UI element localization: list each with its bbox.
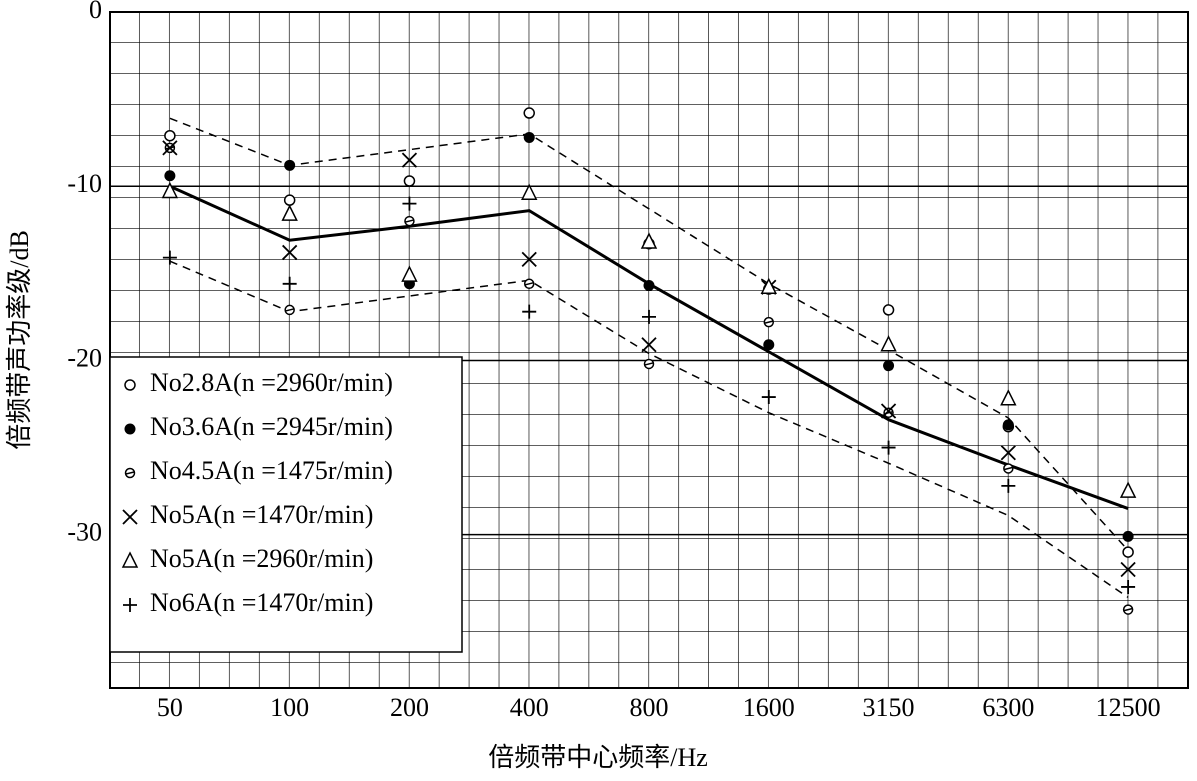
marker bbox=[883, 360, 895, 372]
legend-label: No5A(n =2960r/min) bbox=[150, 544, 373, 573]
plot-frame bbox=[109, 11, 1189, 689]
marker bbox=[1120, 561, 1136, 578]
x-tick-label: 200 bbox=[390, 693, 429, 722]
marker bbox=[124, 379, 136, 391]
marker bbox=[523, 107, 535, 119]
marker bbox=[763, 339, 775, 351]
marker bbox=[523, 278, 535, 290]
marker bbox=[1003, 463, 1014, 474]
marker bbox=[281, 204, 298, 221]
x-tick-label: 1600 bbox=[743, 693, 795, 722]
marker bbox=[761, 390, 776, 405]
marker bbox=[1122, 530, 1134, 542]
x-tick-label: 50 bbox=[157, 693, 183, 722]
marker bbox=[880, 335, 897, 352]
legend-box bbox=[109, 356, 463, 653]
marker bbox=[643, 280, 655, 292]
marker bbox=[404, 215, 415, 227]
marker bbox=[121, 551, 139, 568]
marker bbox=[1000, 389, 1017, 406]
y-tick-label: -10 bbox=[67, 169, 102, 198]
x-axis-label: 倍频带中心频率/Hz bbox=[488, 743, 708, 772]
marker bbox=[1121, 579, 1136, 594]
legend-label: No6A(n =1470r/min) bbox=[150, 588, 373, 617]
marker bbox=[760, 277, 777, 295]
marker bbox=[161, 181, 179, 199]
marker bbox=[124, 423, 136, 435]
marker bbox=[880, 403, 897, 419]
marker bbox=[640, 232, 658, 249]
marker bbox=[284, 304, 295, 316]
marker bbox=[881, 440, 896, 455]
marker bbox=[521, 183, 538, 200]
marker bbox=[402, 196, 417, 211]
marker bbox=[124, 467, 136, 479]
legend-label: No5A(n =1470r/min) bbox=[150, 500, 373, 529]
marker bbox=[522, 304, 537, 319]
x-tick-label: 400 bbox=[510, 693, 549, 722]
y-tick-label: 0 bbox=[89, 0, 102, 24]
marker bbox=[523, 131, 535, 143]
x-tick-label: 12500 bbox=[1096, 693, 1161, 722]
marker bbox=[401, 265, 418, 282]
marker bbox=[1000, 445, 1016, 461]
marker bbox=[401, 152, 418, 168]
marker bbox=[1122, 546, 1134, 558]
legend: No2.8A(n =2960r/min) No3.6A(n =2945r/min)… bbox=[109, 356, 463, 653]
y-tick-label: -30 bbox=[67, 518, 102, 547]
trend-line bbox=[169, 260, 1129, 599]
trend-line bbox=[169, 117, 1129, 551]
marker bbox=[1122, 604, 1134, 615]
marker bbox=[282, 276, 297, 291]
marker bbox=[164, 129, 176, 142]
y-axis-label: 倍频带声功率级/dB bbox=[5, 230, 34, 450]
x-tick-label: 100 bbox=[270, 693, 309, 722]
legend-label: No3.6A(n =2945r/min) bbox=[150, 412, 393, 441]
marker bbox=[641, 337, 657, 353]
marker bbox=[882, 304, 895, 316]
legend-label: No4.5A(n =1475r/min) bbox=[150, 456, 393, 485]
marker bbox=[403, 175, 416, 187]
x-tick-label: 6300 bbox=[982, 693, 1034, 722]
marker bbox=[162, 140, 178, 156]
marker bbox=[643, 358, 655, 370]
marker bbox=[122, 509, 138, 525]
marker bbox=[162, 250, 177, 265]
marker bbox=[1001, 478, 1016, 493]
marker bbox=[282, 244, 298, 261]
legend-label: No2.8A(n =2960r/min) bbox=[150, 368, 393, 397]
marker bbox=[521, 251, 537, 268]
x-tick-label: 3150 bbox=[863, 693, 915, 722]
marker bbox=[763, 316, 775, 328]
marker bbox=[883, 407, 894, 418]
marker bbox=[1002, 419, 1014, 431]
y-tick-label: -20 bbox=[67, 343, 102, 372]
marker bbox=[123, 598, 137, 612]
marker bbox=[283, 194, 296, 206]
marker bbox=[642, 309, 656, 324]
marker bbox=[164, 170, 176, 182]
x-tick-label: 800 bbox=[630, 693, 669, 722]
marker bbox=[1119, 481, 1137, 498]
marker bbox=[284, 159, 296, 171]
